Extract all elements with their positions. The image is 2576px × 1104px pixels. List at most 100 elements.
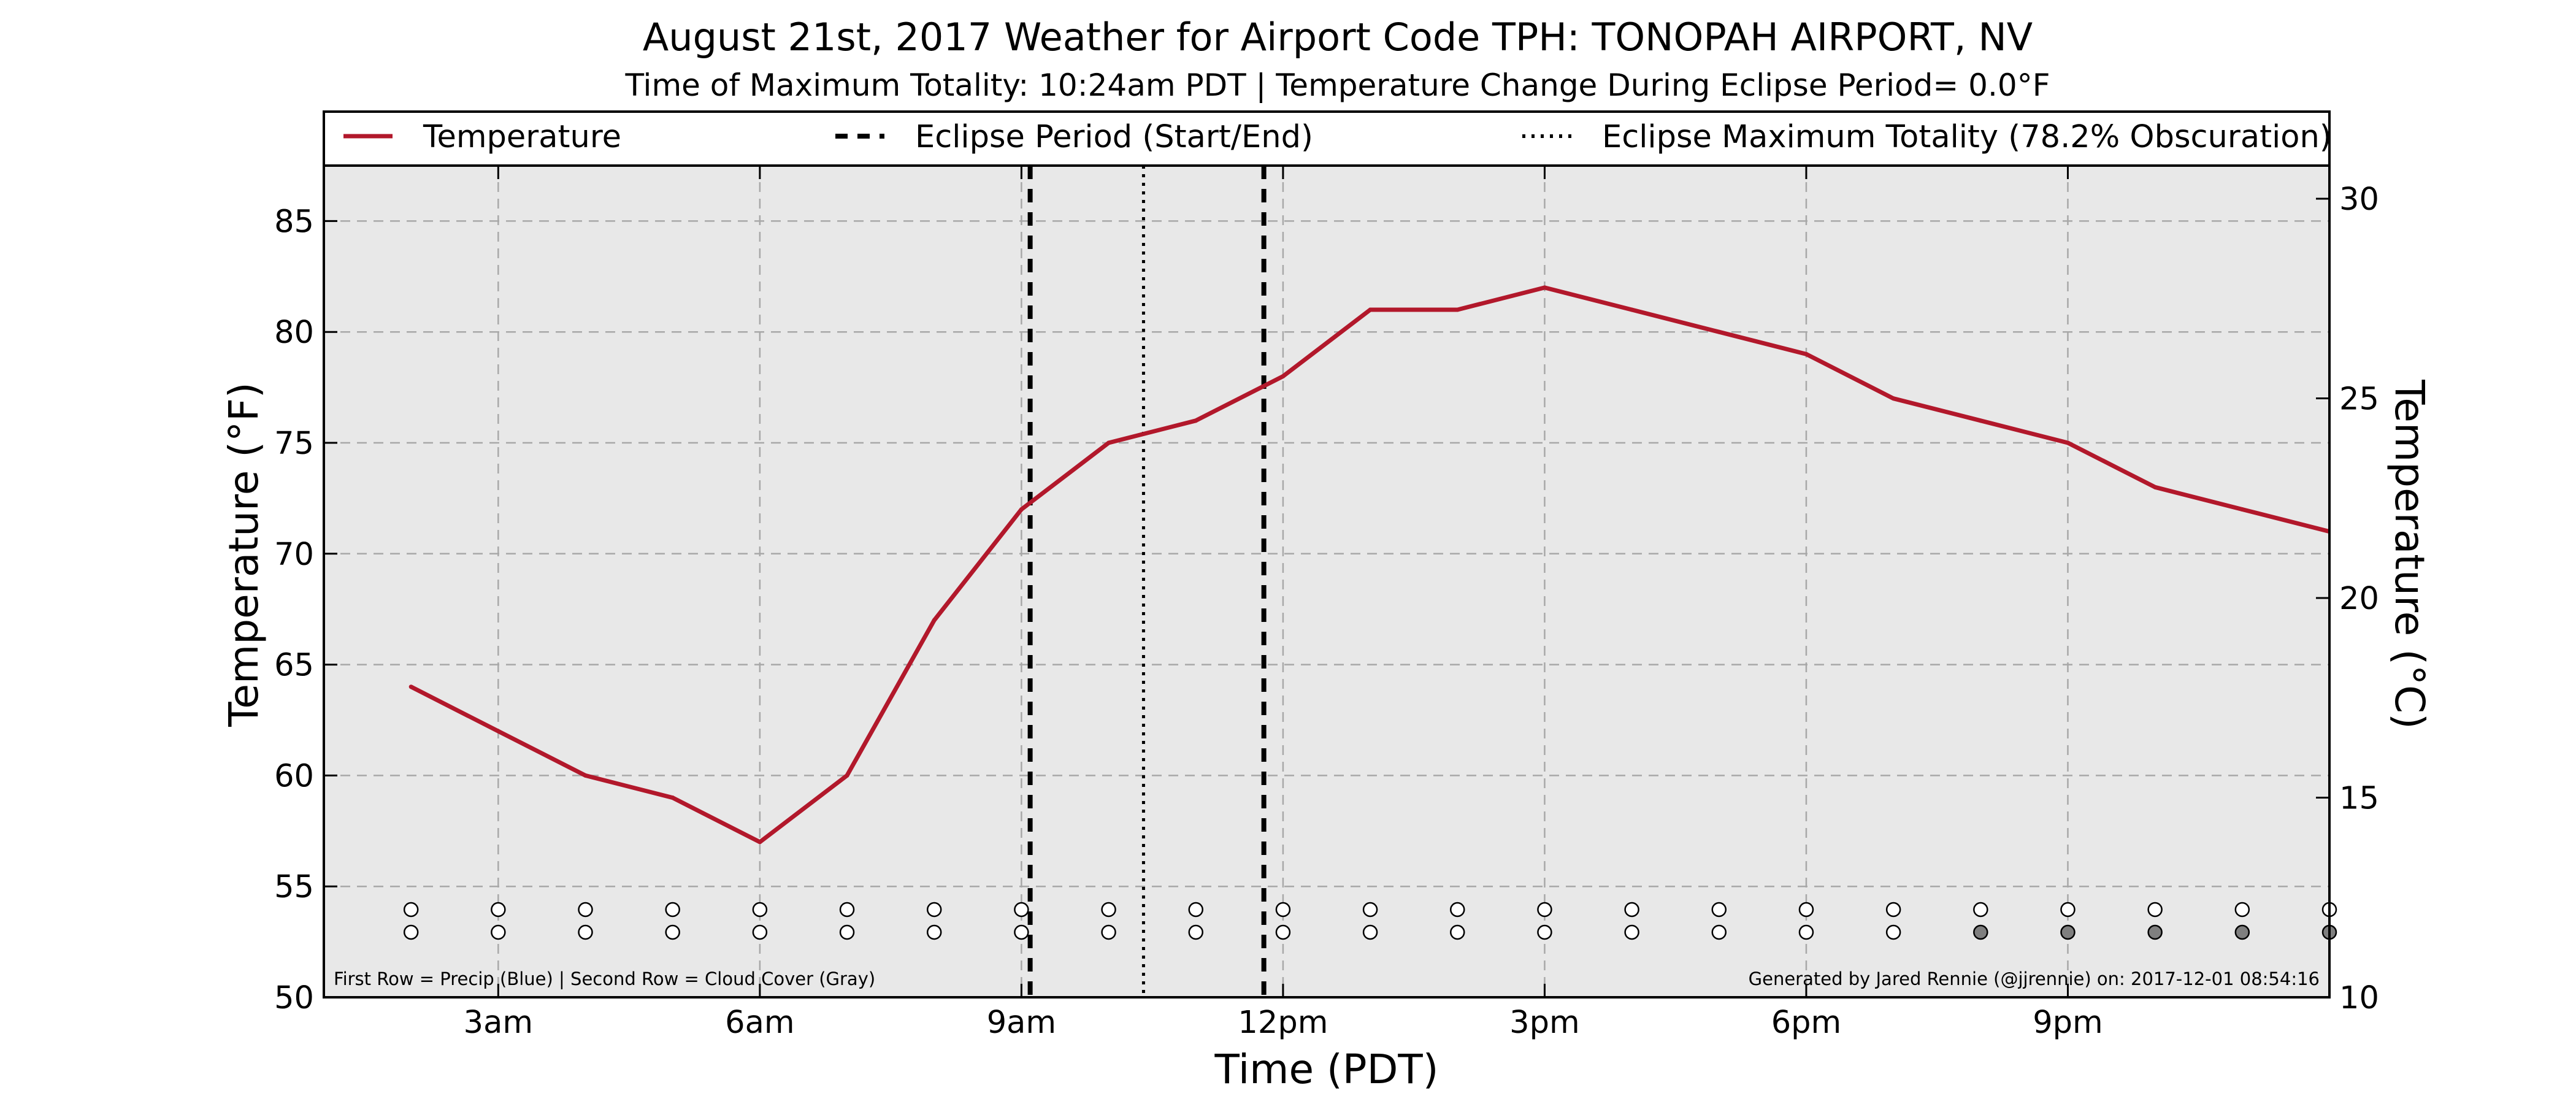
temperature-point — [1194, 418, 1198, 423]
precip-marker — [1362, 902, 1378, 918]
chart-subtitle: Time of Maximum Totality: 10:24am PDT | … — [625, 67, 2050, 103]
precip-marker — [578, 902, 593, 918]
plot-area — [324, 166, 2329, 997]
temperature-point — [1717, 329, 1722, 334]
x-tick-label: 6pm — [1771, 1005, 1842, 1041]
temperature-point — [932, 618, 937, 623]
cloud-cover-marker — [1101, 924, 1116, 940]
cloud-cover-marker — [1188, 924, 1203, 940]
chart-title: August 21st, 2017 Weather for Airport Co… — [643, 15, 2033, 59]
precip-marker — [839, 902, 855, 918]
temperature-point — [2240, 507, 2245, 512]
cloud-cover-marker — [1885, 924, 1901, 940]
x-tick-label: 9am — [987, 1005, 1056, 1041]
y-tick-label: 65 — [274, 648, 314, 684]
legend-eclipse-period-label: Eclipse Period (Start/End) — [915, 119, 1313, 155]
y-right-tick-label: 30 — [2339, 182, 2379, 218]
precip-marker — [1014, 902, 1029, 918]
temperature-point — [1106, 440, 1111, 445]
cloud-cover-marker — [665, 924, 680, 940]
cloud-cover-marker — [1275, 924, 1291, 940]
precip-marker — [926, 902, 942, 918]
axis-ticks — [324, 166, 2329, 999]
temperature-point — [845, 773, 849, 778]
x-axis-label: Time (PDT) — [1214, 1046, 1439, 1093]
rows-note: First Row = Precip (Blue) | Second Row =… — [334, 968, 875, 989]
precip-marker — [1275, 902, 1291, 918]
precip-marker — [1624, 902, 1639, 918]
y-right-tick-label: 15 — [2339, 781, 2379, 817]
y-right-tick-label: 20 — [2339, 581, 2379, 617]
precip-marker — [1537, 902, 1552, 918]
weather-markers — [403, 902, 2337, 940]
cloud-cover-marker — [1450, 924, 1465, 940]
precip-marker — [403, 902, 419, 918]
cloud-cover-marker — [1973, 924, 1988, 940]
temperature-point — [496, 729, 500, 734]
cloud-cover-marker — [1362, 924, 1378, 940]
legend-eclipse-max-label: Eclipse Maximum Totality (78.2% Obscurat… — [1602, 119, 2332, 155]
cloud-cover-marker — [1624, 924, 1639, 940]
grid-lines — [324, 166, 2329, 997]
cloud-cover-marker — [2234, 924, 2250, 940]
cloud-cover-marker — [578, 924, 593, 940]
cloud-cover-marker — [752, 924, 768, 940]
cloud-cover-marker — [2147, 924, 2163, 940]
y-axis-label: Temperature (°F) — [220, 382, 267, 727]
eclipse-lines — [1027, 166, 1267, 997]
temperature-point — [1019, 507, 1024, 512]
cloud-cover-marker — [403, 924, 419, 940]
cloud-cover-marker — [2060, 924, 2076, 940]
y-tick-label: 60 — [274, 758, 314, 794]
temperature-point — [408, 684, 413, 689]
precip-marker — [1798, 902, 1814, 918]
precip-marker — [1101, 902, 1116, 918]
temperature-point — [2065, 440, 2070, 445]
y-tick-label: 55 — [274, 869, 314, 905]
x-tick-labels: 3am 6am 9am 12pm 3pm 6pm 9pm — [464, 1005, 2103, 1041]
cloud-cover-marker — [839, 924, 855, 940]
y-right-tick-label: 25 — [2339, 381, 2379, 418]
series-layer — [408, 285, 2329, 845]
cloud-cover-marker — [926, 924, 942, 940]
precip-marker — [2060, 902, 2076, 918]
temperature-point — [1978, 418, 1983, 423]
temperature-point — [583, 773, 588, 778]
y-right-tick-labels: 10 15 20 25 30 — [2339, 182, 2379, 1016]
y-right-tick-label: 10 — [2339, 980, 2379, 1016]
precip-marker — [2234, 902, 2250, 918]
legend: Temperature Eclipse Period (Start/End) E… — [343, 119, 2332, 155]
y-tick-label: 50 — [274, 980, 314, 1016]
precip-marker — [752, 902, 768, 918]
precip-marker — [491, 902, 506, 918]
x-tick-label: 12pm — [1238, 1005, 1328, 1041]
precip-marker — [1711, 902, 1727, 918]
cloud-cover-marker — [1537, 924, 1552, 940]
legend-temperature-label: Temperature — [423, 119, 621, 155]
y-tick-label: 75 — [274, 426, 314, 462]
y-tick-label: 85 — [274, 204, 314, 240]
precip-marker — [2147, 902, 2163, 918]
temperature-point — [2153, 485, 2158, 489]
y-tick-labels: 50 55 60 65 70 75 80 85 — [274, 204, 314, 1016]
temperature-point — [1630, 307, 1635, 312]
precip-marker — [1885, 902, 1901, 918]
x-tick-label: 3pm — [1509, 1005, 1580, 1041]
precip-marker — [1973, 902, 1988, 918]
temperature-point — [1891, 396, 1896, 401]
precip-marker — [665, 902, 680, 918]
credit-note: Generated by Jared Rennie (@jjrennie) on… — [1749, 968, 2320, 989]
y-tick-label: 80 — [274, 315, 314, 351]
temperature-point — [1542, 285, 1547, 290]
precip-marker — [1188, 902, 1203, 918]
precip-marker — [1450, 902, 1465, 918]
x-tick-label: 3am — [464, 1005, 533, 1041]
temperature-point — [1804, 351, 1809, 356]
cloud-cover-marker — [1014, 924, 1029, 940]
temperature-point — [757, 840, 762, 845]
y-axis-right-label: Temperature (°C) — [2386, 379, 2433, 729]
cloud-cover-marker — [491, 924, 506, 940]
temperature-point — [1368, 307, 1373, 312]
temperature-point — [1455, 307, 1460, 312]
